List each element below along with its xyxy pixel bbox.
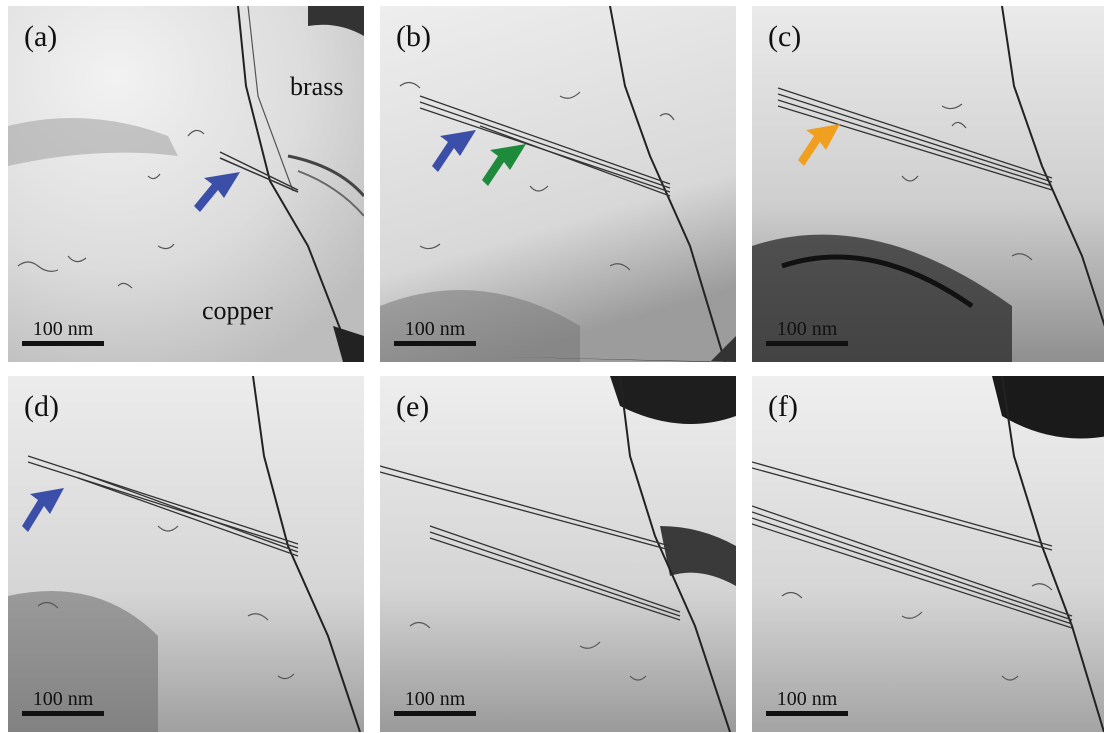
scale-bar-line [22,341,104,346]
scale-bar: 100 nm [394,689,476,716]
scale-bar: 100 nm [22,319,104,346]
copper-label: copper [202,296,273,325]
brass-label: brass [290,72,344,101]
scale-bar-label: 100 nm [32,688,94,710]
scale-bar-line [22,711,104,716]
scale-bar-label: 100 nm [32,318,94,340]
panel-label: (a) [24,20,58,53]
panel-c: (c) 100 nm [752,6,1104,362]
panel-label: (c) [768,20,802,53]
panel-b: (b) 100 nm [380,6,736,362]
scale-bar-line [394,341,476,346]
scale-bar-label: 100 nm [776,688,838,710]
panel-f: (f) 100 nm [752,376,1104,732]
panel-e: (e) 100 nm [380,376,736,732]
tem-image-b [380,6,736,362]
panel-label: (f) [768,390,798,423]
scale-bar-label: 100 nm [776,318,838,340]
panel-label: (d) [24,390,59,423]
scale-bar-line [766,341,848,346]
panel-label: (b) [396,20,431,53]
panel-d: (d) 100 nm [8,376,364,732]
panel-label: (e) [396,390,430,423]
panel-a: (a) brass copper 100 nm [8,6,364,362]
scale-bar-line [766,711,848,716]
scale-bar-label: 100 nm [404,318,466,340]
tem-image-a [8,6,364,362]
scale-bar-label: 100 nm [404,688,466,710]
tem-image-d [8,376,364,732]
tem-image-f [752,376,1104,732]
scale-bar: 100 nm [766,689,848,716]
scale-bar-line [394,711,476,716]
tem-image-c [752,6,1104,362]
tem-image-e [380,376,736,732]
scale-bar: 100 nm [766,319,848,346]
scale-bar: 100 nm [394,319,476,346]
scale-bar: 100 nm [22,689,104,716]
